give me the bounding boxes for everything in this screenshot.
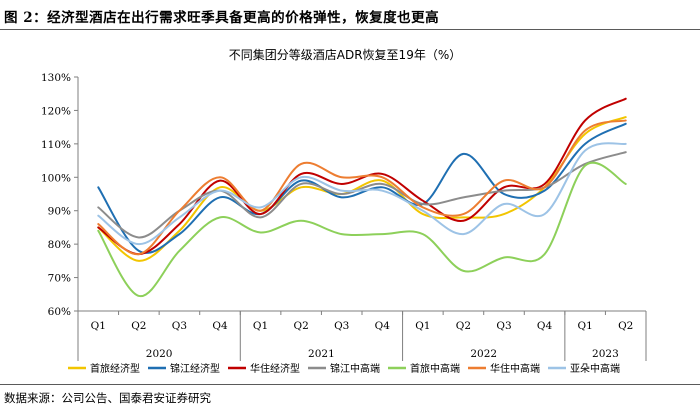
year-label: 2021	[308, 348, 335, 360]
series-line-6	[97, 119, 627, 256]
x-tick-label: Q1	[415, 320, 430, 332]
x-tick-label: Q4	[375, 320, 391, 332]
legend-label: 首旅中高端	[410, 362, 460, 375]
x-tick-label: Q3	[334, 320, 349, 332]
legend-label: 锦江中高端	[330, 362, 380, 375]
year-label: 2022	[470, 348, 497, 360]
x-tick-label: Q4	[537, 320, 553, 332]
y-tick-label: 120%	[41, 105, 71, 117]
year-label: 2020	[146, 348, 173, 360]
y-tick-label: 70%	[48, 273, 71, 285]
y-tick-label: 80%	[48, 239, 71, 251]
chart-title: 不同集团分等级酒店ADR恢复至19年（%）	[229, 47, 461, 62]
x-tick-label: Q2	[618, 320, 633, 332]
legend: 首旅经济型 锦江经济型 华住经济型 锦江中高端 首旅中高端 华住中高端 亚朵中高端	[68, 362, 620, 375]
x-tick-label: Q1	[91, 320, 106, 332]
x-tick-label: Q3	[496, 320, 511, 332]
y-tick-label: 110%	[41, 139, 71, 151]
legend-label: 首旅经济型	[90, 362, 140, 375]
series-layer	[97, 97, 627, 297]
y-tick-label: 60%	[48, 306, 71, 318]
y-tick-label: 90%	[48, 206, 71, 218]
bottom-rule	[0, 384, 700, 385]
x-tick-label: Q2	[293, 320, 308, 332]
series-line-5	[97, 161, 627, 297]
line-chart: 不同集团分等级酒店ADR恢复至19年（%） 60% 70% 80% 90% 100% 11…	[41, 47, 647, 375]
y-tick-label: 130%	[41, 72, 71, 84]
legend-label: 华住经济型	[250, 362, 300, 375]
series-line-3	[97, 97, 627, 256]
legend-label: 亚朵中高端	[570, 362, 620, 375]
x-tick-label: Q1	[577, 320, 592, 332]
y-tick-label: 100%	[41, 172, 71, 184]
source-note: 数据来源：公司公告、国泰君安证券研究	[4, 391, 211, 405]
series-line-7	[97, 142, 627, 246]
legend-label: 华住中高端	[490, 362, 540, 375]
x-tick-label: Q4	[212, 320, 228, 332]
series-line-2	[97, 122, 627, 254]
top-rule	[0, 29, 700, 30]
figure-title: 图 2：经济型酒店在出行需求旺季具备更高的价格弹性，恢复度也更高	[4, 10, 440, 26]
legend-label: 锦江经济型	[170, 362, 220, 375]
x-tick-label: Q2	[131, 320, 146, 332]
x-tick-label: Q3	[172, 320, 187, 332]
year-label: 2023	[592, 348, 619, 360]
axes: 60% 70% 80% 90% 100% 110% 120% 130% Q1 Q2 Q3 Q4 Q1 Q2…	[41, 72, 647, 361]
x-tick-label: Q1	[253, 320, 268, 332]
x-tick-label: Q2	[456, 320, 471, 332]
